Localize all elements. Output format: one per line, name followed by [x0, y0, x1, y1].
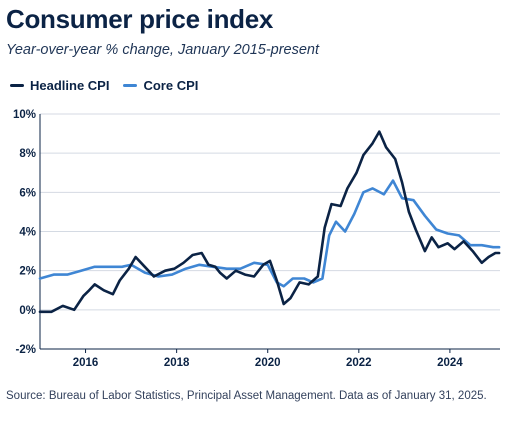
- x-tick-label: 2016: [73, 357, 99, 369]
- legend-item-headline: Headline CPI: [10, 78, 109, 93]
- cpi-line-chart: -2% 0% 2% 4% 6% 8% 10% 2016 2018 2020 2022 2024: [13, 109, 501, 369]
- x-tick-label: 2020: [255, 357, 281, 369]
- legend-item-core: Core CPI: [123, 78, 198, 93]
- legend-label-headline: Headline CPI: [30, 78, 110, 93]
- y-tick-label: 6%: [19, 187, 36, 199]
- y-tick-label: 10%: [13, 109, 36, 121]
- source-note: Source: Bureau of Labor Statistics, Prin…: [6, 390, 487, 402]
- legend-swatch-headline: [10, 84, 24, 87]
- tick-labels: -2% 0% 2% 4% 6% 8% 10% 2016 2018 2020 2022 2024: [13, 109, 463, 369]
- chart-subtitle: Year-over-year % change, January 2015-pr…: [6, 42, 320, 58]
- y-tick-label: 2%: [19, 266, 36, 278]
- y-tick-label: 4%: [19, 227, 36, 239]
- x-tick-label: 2018: [164, 357, 190, 369]
- x-tick-label: 2024: [437, 357, 463, 369]
- series-lines: [38, 130, 501, 314]
- y-tick-label: 0%: [19, 305, 36, 317]
- y-tick-label: -2%: [16, 344, 36, 356]
- chart-title: Consumer price index: [6, 4, 274, 34]
- legend-label-core: Core CPI: [143, 78, 199, 93]
- y-tick-label: 8%: [19, 148, 36, 160]
- grid-lines: [40, 113, 500, 311]
- chart-legend: Headline CPI Core CPI: [10, 78, 212, 93]
- x-tick-label: 2022: [346, 357, 372, 369]
- headline-cpi-line: [38, 130, 501, 314]
- legend-swatch-core: [123, 84, 138, 87]
- axes: [39, 114, 500, 353]
